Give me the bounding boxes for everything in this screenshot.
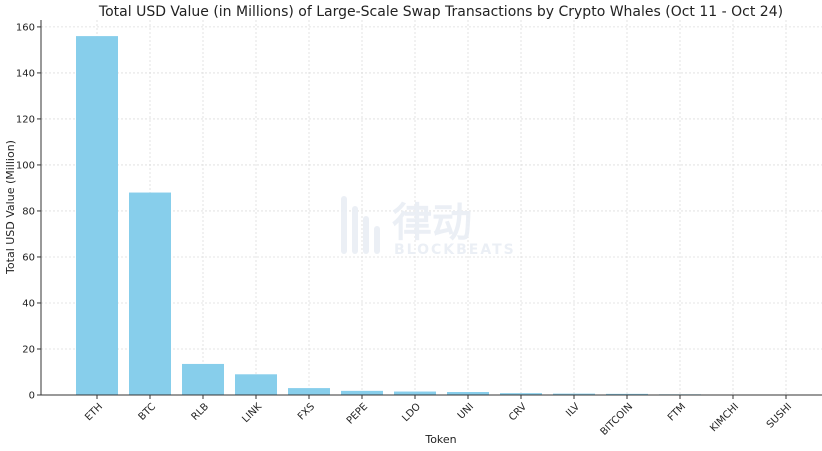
chart-title: Total USD Value (in Millions) of Large-S… [98, 4, 783, 20]
x-tick-label: CRV [507, 401, 529, 423]
x-tick-label: PEPE [345, 401, 370, 426]
x-tick-label: BTC [137, 401, 158, 422]
y-tick-label: 120 [16, 114, 35, 125]
watermark-logo-icon [341, 196, 380, 254]
x-tick-label: ILV [564, 401, 582, 419]
x-tick-label: BITCOIN [599, 401, 636, 438]
grid-layer [41, 20, 822, 396]
bar-bitcoin [606, 393, 648, 395]
bar-btc [129, 192, 171, 395]
y-axis-label: Total USD Value (Million) [4, 140, 17, 275]
x-tick-label: KIMCHI [708, 401, 741, 434]
bars-layer [76, 36, 807, 395]
bar-link [235, 374, 277, 395]
watermark-en-text: BLOCKBEATS [394, 242, 516, 258]
x-tick-label: SUSHI [765, 401, 794, 430]
x-tick-label: UNI [456, 401, 476, 421]
y-tick-label: 140 [16, 68, 35, 79]
bar-uni [447, 392, 489, 395]
x-tick-label: ETH [83, 401, 105, 423]
x-tick-label: LDO [400, 401, 423, 424]
bar-ilv [553, 393, 595, 395]
y-tick-label: 0 [29, 391, 35, 402]
watermark-cn-text: 律动 [392, 200, 472, 246]
bar-crv [500, 393, 542, 395]
y-tick-label: 20 [22, 344, 35, 355]
x-axis-label: Token [424, 433, 456, 446]
bar-pepe [341, 390, 383, 395]
y-tick-label: 160 [16, 22, 35, 33]
bar-fxs [288, 388, 330, 395]
x-tick-label: RLB [190, 401, 212, 423]
bar-ldo [394, 391, 436, 395]
x-tick-label: FXS [296, 401, 317, 422]
y-tick-label: 80 [22, 206, 35, 217]
x-tick-label: LINK [240, 401, 264, 425]
x-tick-label: FTM [666, 401, 688, 423]
bar-rlb [182, 363, 224, 395]
bar-eth [76, 36, 118, 395]
blockbeats-watermark: 律动 BLOCKBEATS [341, 196, 516, 258]
y-tick-label: 100 [16, 160, 35, 171]
y-tick-label: 60 [22, 252, 35, 263]
y-tick-label: 40 [22, 298, 35, 309]
